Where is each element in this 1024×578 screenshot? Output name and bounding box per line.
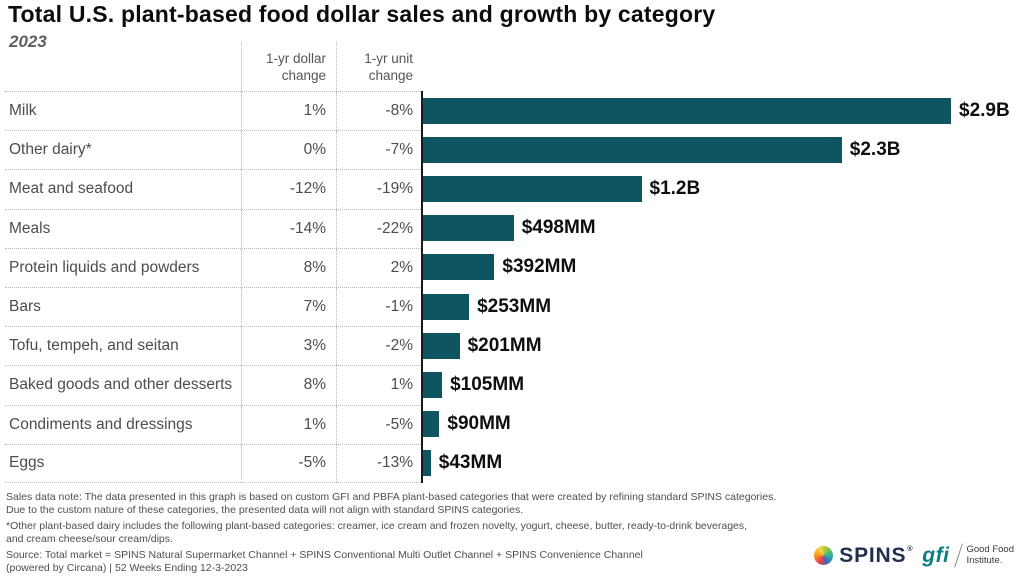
logo-divider — [954, 543, 964, 568]
sales-value-label: $2.3B — [849, 138, 901, 160]
table-row: Eggs -5% -13% $43MM — [5, 443, 1024, 483]
sales-value-label: $105MM — [450, 373, 525, 395]
table-row-left: Other dairy* 0% -7% — [5, 130, 421, 170]
bar-cell: $2.9B — [421, 91, 1024, 131]
unit-change-value: -2% — [385, 337, 413, 355]
category-label: Baked goods and other desserts — [5, 366, 242, 405]
category-label: Meals — [5, 209, 242, 248]
table-row-left: Baked goods and other desserts 8% 1% — [5, 365, 421, 405]
unit-change-value: -22% — [376, 219, 413, 237]
sales-value-label: $253MM — [477, 295, 552, 317]
bar-cell: $43MM — [421, 443, 1024, 483]
table-row-left: Tofu, tempeh, and seitan 3% -2% — [5, 326, 421, 366]
table-row: Meals -14% -22% $498MM — [5, 208, 1024, 248]
gfi-logo: gfi — [922, 543, 950, 567]
category-label: Meat and seafood — [5, 170, 242, 209]
dollar-change-value: 1% — [242, 405, 337, 444]
unit-change-value: -13% — [376, 454, 413, 472]
bar-cell: $105MM — [421, 365, 1024, 405]
category-label: Bars — [5, 287, 242, 327]
sales-bar — [423, 371, 443, 398]
sales-bar — [423, 411, 440, 438]
sales-bar — [423, 215, 514, 242]
category-label: Milk — [5, 92, 242, 131]
chart-subtitle: 2023 — [9, 32, 47, 51]
footnote-source: Source: Total market = SPINS Natural Sup… — [6, 549, 643, 574]
spins-globe-icon — [814, 546, 834, 565]
sales-bar — [423, 97, 951, 124]
sales-bar — [423, 175, 642, 202]
bar-cell: $498MM — [421, 208, 1024, 248]
bar-cell: $2.3B — [421, 130, 1024, 170]
bar-cell: $201MM — [421, 326, 1024, 366]
sales-value-label: $1.2B — [649, 177, 701, 199]
chart-title: Total U.S. plant-based food dollar sales… — [8, 1, 716, 27]
table-row-left: Protein liquids and powders 8% 2% — [5, 247, 421, 287]
table-row-left: Eggs -5% -13% — [5, 443, 421, 483]
unit-change-value: -5% — [385, 415, 413, 433]
bar-cell: $392MM — [421, 247, 1024, 287]
sales-value-label: $2.9B — [959, 99, 1010, 121]
table-row-left: Condiments and dressings 1% -5% — [5, 404, 421, 444]
category-label: Other dairy* — [5, 131, 242, 170]
column-headers: 1-yr dollar change 1-yr unit change — [5, 42, 421, 91]
sales-bar — [423, 450, 431, 477]
dollar-change-value: -12% — [242, 170, 337, 209]
sales-value-label: $201MM — [467, 334, 542, 356]
column-header-dollar-change: 1-yr dollar change — [242, 42, 337, 91]
sales-value-label: $498MM — [521, 217, 596, 239]
dollar-change-value: 8% — [242, 248, 337, 287]
table-row: Baked goods and other desserts 8% 1% $10… — [5, 365, 1024, 405]
logo-area: SPINS® gfi Good Food Institute. — [814, 543, 1014, 568]
table-row: Condiments and dressings 1% -5% $90MM — [5, 404, 1024, 444]
bar-cell: $1.2B — [421, 169, 1024, 209]
spins-logo: SPINS® — [839, 543, 914, 567]
sales-bar — [423, 136, 842, 163]
table-row: Meat and seafood -12% -19% $1.2B — [5, 169, 1024, 209]
table-row-left: Meals -14% -22% — [5, 208, 421, 248]
sales-value-label: $392MM — [502, 256, 577, 278]
gfi-org-name: Good Food Institute. — [966, 544, 1014, 566]
dollar-change-value: 1% — [242, 92, 337, 131]
bar-cell: $90MM — [421, 404, 1024, 444]
footnote-sales-data-note: Sales data note: The data presented in t… — [6, 491, 777, 516]
column-header-unit-change: 1-yr unit change — [364, 51, 413, 83]
table-row: Protein liquids and powders 8% 2% $392MM — [5, 247, 1024, 287]
table-row-left: Meat and seafood -12% -19% — [5, 169, 421, 209]
dollar-change-value: 3% — [242, 327, 337, 366]
dollar-change-value: -14% — [242, 209, 337, 248]
unit-change-value: 1% — [390, 376, 413, 394]
sales-bar — [423, 293, 470, 320]
dollar-change-value: 7% — [242, 287, 337, 327]
unit-change-value: -1% — [385, 298, 413, 316]
sales-bar — [423, 332, 460, 359]
footnote-other-dairy: *Other plant-based dairy includes the fo… — [6, 520, 748, 545]
dollar-change-value: -5% — [242, 444, 337, 482]
sales-value-label: $90MM — [447, 413, 511, 435]
table-row: Tofu, tempeh, and seitan 3% -2% $201MM — [5, 326, 1024, 366]
unit-change-value: -8% — [385, 102, 413, 120]
unit-change-value: 2% — [390, 258, 413, 276]
bar-cell: $253MM — [421, 286, 1024, 327]
table-row-left: Milk 1% -8% — [5, 91, 421, 131]
category-column-spacer — [5, 42, 242, 91]
unit-change-value: -19% — [376, 180, 413, 198]
sales-value-label: $43MM — [438, 452, 503, 474]
category-label: Tofu, tempeh, and seitan — [5, 327, 242, 366]
table-row-left: Bars 7% -1% — [5, 286, 421, 327]
dollar-change-value: 8% — [242, 366, 337, 405]
category-label: Eggs — [5, 444, 242, 482]
table-row: Other dairy* 0% -7% $2.3B — [5, 130, 1024, 170]
table-row: Milk 1% -8% $2.9B — [5, 91, 1024, 131]
category-label: Condiments and dressings — [5, 405, 242, 444]
table-row: Bars 7% -1% $253MM — [5, 286, 1024, 327]
footnotes: Sales data note: The data presented in t… — [6, 491, 866, 578]
registered-mark: ® — [907, 545, 914, 553]
category-table: Milk 1% -8% $2.9B Other dairy* 0% -7% $2… — [5, 91, 1024, 483]
sales-bar — [423, 254, 495, 281]
category-label: Protein liquids and powders — [5, 248, 242, 287]
unit-change-value: -7% — [385, 141, 413, 159]
dollar-change-value: 0% — [242, 131, 337, 170]
